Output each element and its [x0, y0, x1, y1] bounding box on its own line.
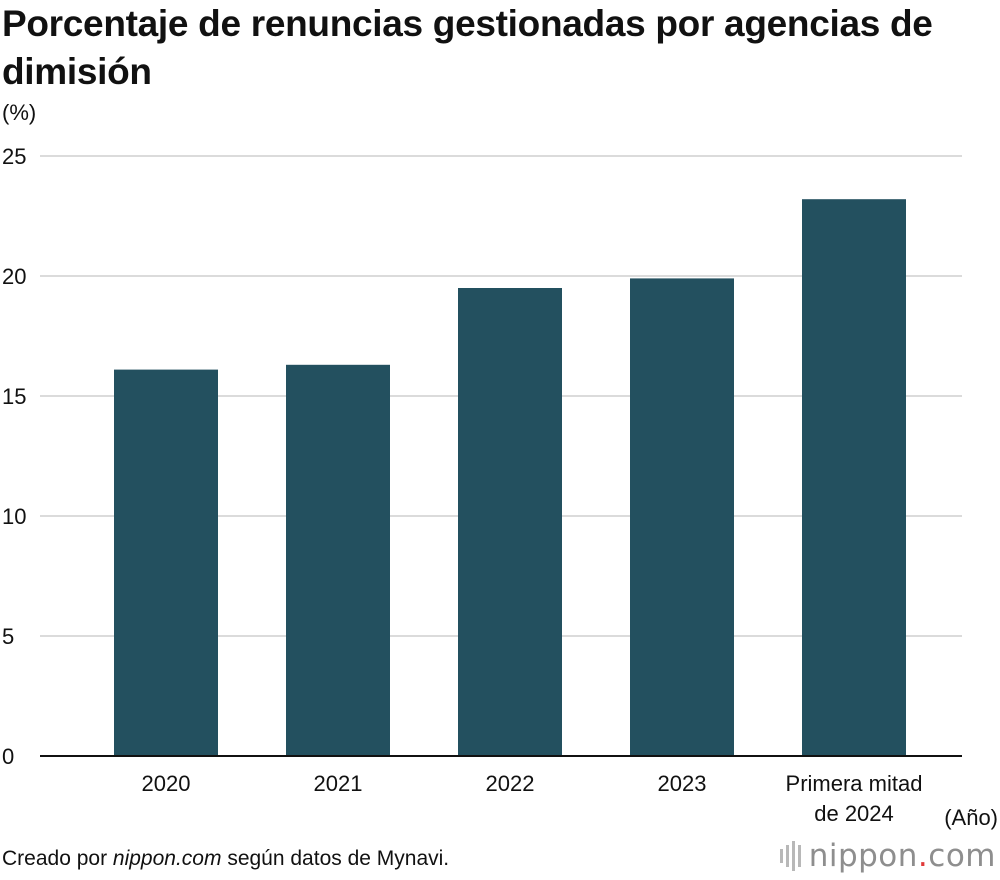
source-name: nippon.com [112, 847, 222, 870]
source-prefix: Creado por [2, 847, 113, 870]
logo-wordmark: nippon.com [808, 838, 996, 874]
bar-2020 [114, 369, 218, 756]
x-tick-label: 2020 [142, 771, 191, 796]
source-suffix: según datos de Mynavi. [221, 847, 450, 870]
y-tick-label: 10 [2, 504, 26, 529]
source-note: Creado por nippon.com según datos de Myn… [2, 847, 449, 871]
tick-labels: 0 5 10 15 20 25 2020 2021 2022 2023 Primera mitad d… [2, 144, 922, 826]
y-tick-label: 5 [2, 624, 14, 649]
logo-bars-icon [779, 841, 801, 871]
bar-2022 [458, 288, 562, 756]
bar-chart: 0 5 10 15 20 25 2020 2021 2022 2023 Primera mitad d… [2, 144, 998, 830]
nippon-logo: nippon.com [779, 838, 996, 874]
x-tick-label: 2022 [486, 771, 535, 796]
y-tick-label: 20 [2, 264, 26, 289]
bars [114, 199, 906, 756]
bar-2021 [286, 364, 390, 756]
bar-2023 [630, 278, 734, 756]
x-tick-label: 2023 [658, 771, 707, 796]
y-axis-unit-label: (%) [2, 100, 37, 125]
x-tick-label: 2021 [314, 771, 363, 796]
x-tick-label: Primera mitad de 2024 [786, 771, 923, 826]
bar-primera-mitad-de-2024 [802, 199, 906, 756]
y-tick-label: 15 [2, 384, 26, 409]
x-axis-unit-label: (Año) [944, 805, 998, 830]
y-tick-label: 0 [2, 744, 14, 769]
chart-title: Porcentaje de renuncias gestionadas por … [2, 3, 933, 92]
y-tick-label: 25 [2, 144, 26, 169]
